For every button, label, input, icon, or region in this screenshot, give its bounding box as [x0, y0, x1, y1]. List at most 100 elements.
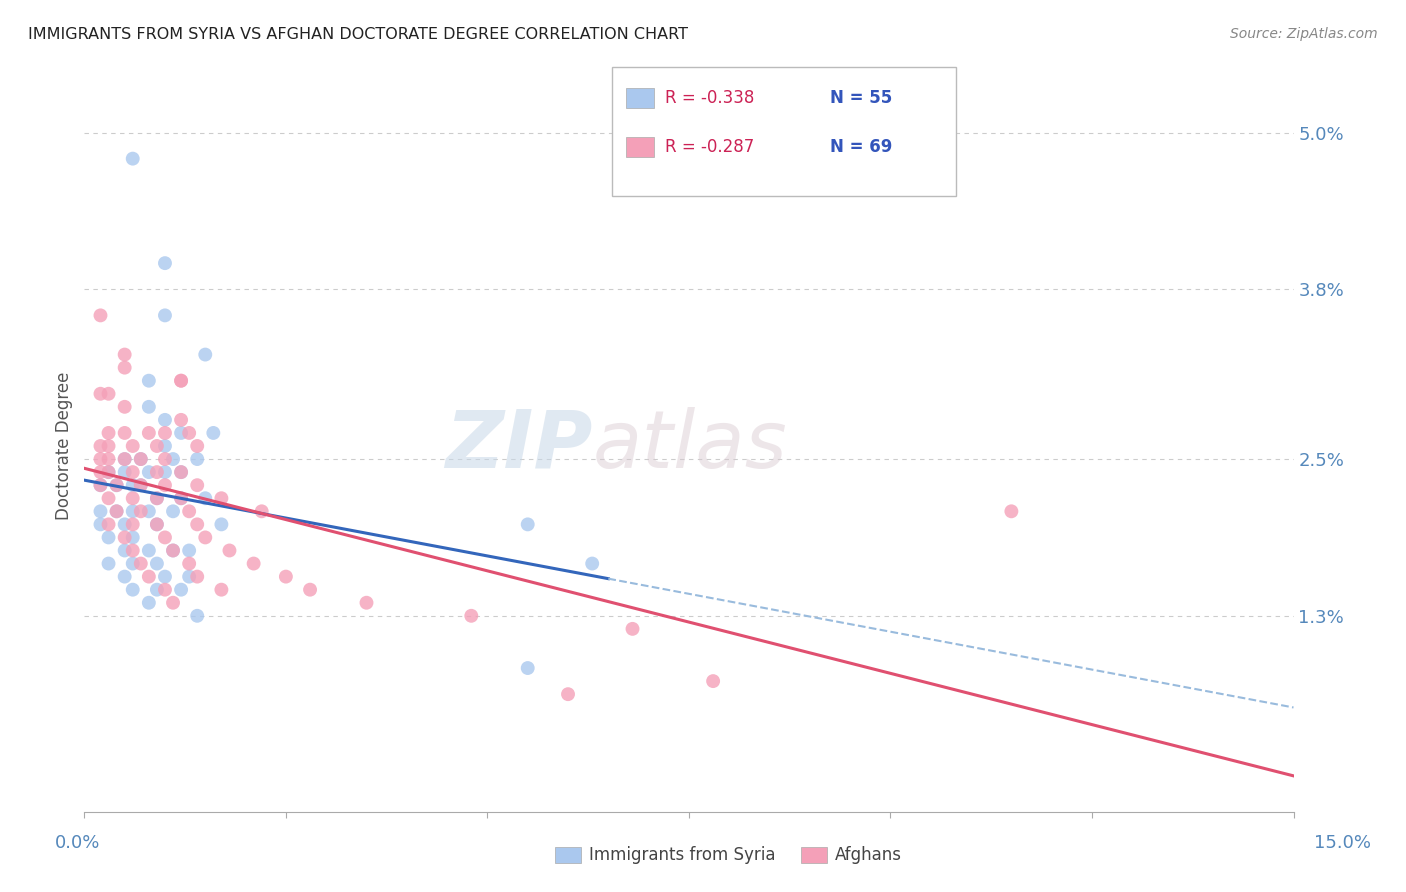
Point — [170, 491, 193, 506]
Text: R = -0.338: R = -0.338 — [665, 89, 755, 107]
Point — [129, 478, 152, 492]
Point — [194, 491, 217, 506]
Point — [89, 452, 111, 467]
Point — [89, 478, 111, 492]
Point — [170, 374, 193, 388]
Point — [146, 582, 169, 597]
Point — [89, 309, 111, 323]
Point — [146, 465, 169, 479]
Point — [1000, 504, 1022, 518]
Point — [114, 543, 136, 558]
Point — [170, 582, 193, 597]
Point — [138, 504, 160, 518]
Point — [153, 439, 176, 453]
Point — [97, 425, 120, 440]
Point — [146, 517, 169, 532]
Point — [356, 596, 378, 610]
Point — [621, 622, 644, 636]
Point — [194, 530, 217, 544]
Point — [170, 413, 193, 427]
Point — [121, 530, 143, 544]
Point — [89, 478, 111, 492]
Point — [138, 374, 160, 388]
Point — [179, 569, 201, 583]
Point — [153, 569, 176, 583]
Point — [153, 530, 176, 544]
Text: N = 69: N = 69 — [830, 138, 891, 156]
Point — [162, 504, 184, 518]
Text: atlas: atlas — [592, 407, 787, 485]
Point — [89, 504, 111, 518]
Point — [242, 557, 264, 571]
Y-axis label: Doctorate Degree: Doctorate Degree — [55, 372, 73, 520]
Point — [114, 400, 136, 414]
Point — [121, 543, 143, 558]
Point — [129, 557, 152, 571]
Point — [179, 543, 201, 558]
Point — [97, 517, 120, 532]
Text: ZIP: ZIP — [444, 407, 592, 485]
Point — [138, 569, 160, 583]
Point — [121, 517, 143, 532]
Point — [97, 452, 120, 467]
Point — [114, 569, 136, 583]
Point — [581, 557, 603, 571]
Point — [194, 347, 217, 362]
Point — [138, 425, 160, 440]
Text: Afghans: Afghans — [835, 847, 903, 864]
Point — [97, 386, 120, 401]
Point — [186, 439, 208, 453]
Point — [146, 439, 169, 453]
Point — [170, 425, 193, 440]
Point — [146, 491, 169, 506]
Point — [186, 452, 208, 467]
Point — [114, 530, 136, 544]
Point — [97, 439, 120, 453]
Point — [153, 309, 176, 323]
Point — [89, 386, 111, 401]
Point — [114, 347, 136, 362]
Point — [121, 465, 143, 479]
Point — [516, 661, 538, 675]
Point — [138, 596, 160, 610]
Point — [153, 582, 176, 597]
Point — [186, 608, 208, 623]
Point — [146, 491, 169, 506]
Point — [129, 504, 152, 518]
Point — [105, 478, 128, 492]
Point — [274, 569, 297, 583]
Point — [121, 152, 143, 166]
Point — [218, 543, 240, 558]
Point — [89, 517, 111, 532]
Point — [162, 543, 184, 558]
Point — [105, 504, 128, 518]
Point — [153, 425, 176, 440]
Point — [516, 517, 538, 532]
Point — [97, 491, 120, 506]
Text: IMMIGRANTS FROM SYRIA VS AFGHAN DOCTORATE DEGREE CORRELATION CHART: IMMIGRANTS FROM SYRIA VS AFGHAN DOCTORAT… — [28, 27, 688, 42]
Point — [179, 504, 201, 518]
Text: Source: ZipAtlas.com: Source: ZipAtlas.com — [1230, 27, 1378, 41]
Point — [209, 582, 232, 597]
Point — [114, 425, 136, 440]
Point — [170, 374, 193, 388]
Point — [153, 452, 176, 467]
Point — [170, 465, 193, 479]
Point — [121, 478, 143, 492]
Text: 0.0%: 0.0% — [55, 834, 100, 852]
Point — [129, 478, 152, 492]
Point — [202, 425, 225, 440]
Point — [121, 491, 143, 506]
Point — [105, 478, 128, 492]
Point — [250, 504, 273, 518]
Point — [162, 452, 184, 467]
Point — [114, 517, 136, 532]
Point — [121, 557, 143, 571]
Point — [114, 465, 136, 479]
Point — [299, 582, 322, 597]
Point — [170, 491, 193, 506]
Point — [460, 608, 482, 623]
Point — [89, 465, 111, 479]
Point — [162, 596, 184, 610]
Point — [209, 491, 232, 506]
